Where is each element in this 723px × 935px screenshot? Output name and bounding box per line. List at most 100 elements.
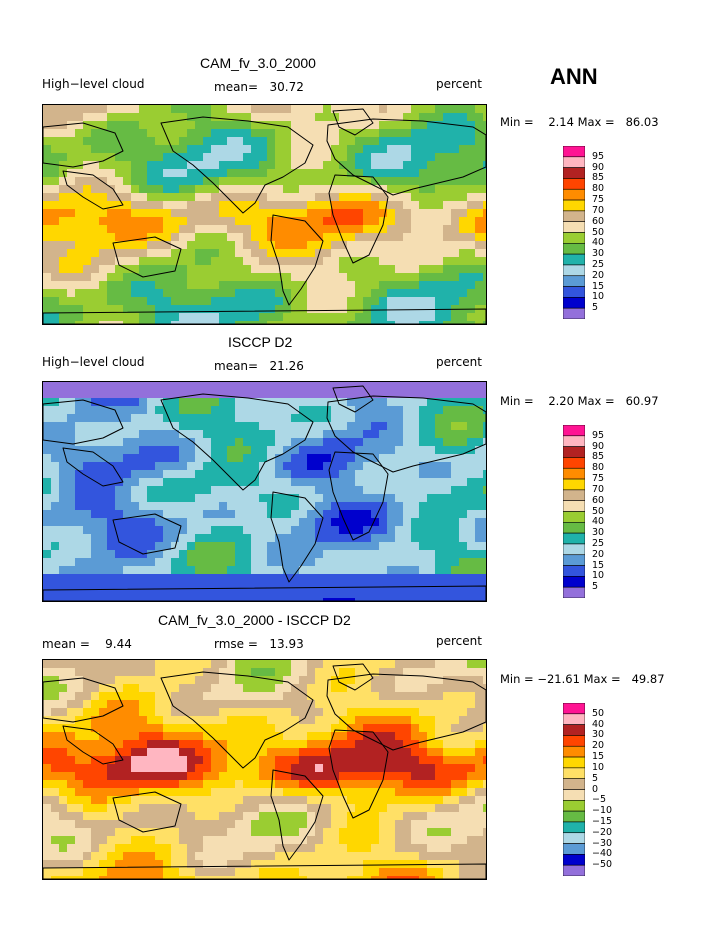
season-label: ANN: [550, 64, 598, 89]
colorbar-level-label: 15: [592, 751, 605, 763]
colorbar-level-label: 15: [592, 280, 605, 292]
colorbar-swatch: [562, 586, 586, 599]
colorbar-level-label: 5: [592, 302, 599, 314]
colorbar-swatch: [562, 199, 586, 212]
colorbar-swatch: [562, 864, 586, 877]
colorbar-swatch: [562, 489, 586, 501]
colorbar-level-label: 10: [592, 291, 605, 303]
colorbar-swatch: [562, 446, 586, 458]
colorbar-level-label: −30: [592, 837, 613, 849]
colorbar-swatch: [562, 745, 586, 758]
colorbar-level-label: 70: [592, 204, 605, 216]
panel-3-colorbar: [562, 702, 586, 880]
colorbar-swatch: [562, 424, 586, 437]
colorbar-level-label: 40: [592, 516, 605, 528]
colorbar-swatch: [562, 767, 586, 779]
colorbar-swatch: [562, 307, 586, 320]
colorbar-swatch: [562, 478, 586, 491]
colorbar-swatch: [562, 210, 586, 222]
panel-3-minmax: Min = −21.61 Max = 49.87: [500, 672, 665, 686]
colorbar-swatch: [562, 275, 586, 287]
colorbar-swatch: [562, 253, 586, 266]
colorbar-level-label: 40: [592, 237, 605, 249]
colorbar-level-label: 95: [592, 429, 605, 441]
colorbar-level-label: 5: [592, 772, 599, 784]
coastlines: [43, 663, 486, 879]
colorbar-swatch: [562, 145, 586, 158]
colorbar-swatch: [562, 243, 586, 255]
colorbar-swatch: [562, 543, 586, 556]
colorbar-swatch: [562, 457, 586, 469]
colorbar-swatch: [562, 702, 586, 715]
colorbar-swatch: [562, 576, 586, 588]
colorbar-level-label: −20: [592, 826, 613, 838]
colorbar-level-label: −5: [592, 794, 607, 806]
panel-2-minmax: Min = 2.20 Max = 60.97: [500, 394, 659, 408]
colorbar-swatch: [562, 713, 586, 725]
colorbar-swatch: [562, 167, 586, 179]
colorbar-level-label: 5: [592, 581, 599, 593]
colorbar-swatch: [562, 854, 586, 866]
colorbar-level-label: 95: [592, 150, 605, 162]
colorbar-swatch: [562, 735, 586, 747]
colorbar-swatch: [562, 188, 586, 201]
colorbar-level-label: 50: [592, 226, 605, 238]
colorbar-swatch: [562, 810, 586, 823]
colorbar-level-label: 50: [592, 505, 605, 517]
colorbar-swatch: [562, 467, 586, 480]
colorbar-swatch: [562, 532, 586, 545]
colorbar-swatch: [562, 156, 586, 168]
colorbar-swatch: [562, 800, 586, 812]
colorbar-swatch: [562, 232, 586, 244]
panel-1-map: [42, 104, 487, 325]
panel-3-map: [42, 659, 487, 880]
panel-3-center-label: rmse = 13.93: [214, 637, 304, 651]
colorbar-swatch: [562, 832, 586, 844]
colorbar-swatch: [562, 756, 586, 769]
colorbar-swatch: [562, 554, 586, 566]
colorbar-swatch: [562, 264, 586, 277]
colorbar-level-label: −40: [592, 848, 613, 860]
colorbar-level-label: 0: [592, 783, 599, 795]
panel-1-left-label: High−level cloud: [42, 77, 145, 91]
colorbar-level-label: 75: [592, 473, 605, 485]
panel-2-map: [42, 381, 487, 602]
colorbar-level-label: 85: [592, 172, 605, 184]
coastlines: [43, 385, 486, 601]
colorbar-swatch: [562, 843, 586, 855]
panel-1-right-label: percent: [436, 77, 482, 91]
colorbar-swatch: [562, 221, 586, 233]
colorbar-level-label: 25: [592, 537, 605, 549]
panel-2-colorbar: [562, 424, 586, 602]
colorbar-level-label: 10: [592, 570, 605, 582]
contour-field: [43, 382, 486, 601]
contour-field: [43, 105, 486, 324]
colorbar-level-label: 10: [592, 761, 605, 773]
colorbar-level-label: 60: [592, 494, 605, 506]
panel-2-title: ISCCP D2: [228, 334, 293, 350]
panel-3-left-label: mean = 9.44: [42, 637, 132, 651]
panel-3-right-label: percent: [436, 634, 482, 648]
colorbar-level-label: 90: [592, 440, 605, 452]
colorbar-level-label: 30: [592, 527, 605, 539]
colorbar-level-label: 70: [592, 483, 605, 495]
colorbar-level-label: 80: [592, 183, 605, 195]
colorbar-swatch: [562, 789, 586, 801]
coastlines: [43, 108, 486, 324]
colorbar-swatch: [562, 565, 586, 577]
colorbar-level-label: 50: [592, 707, 605, 719]
colorbar-level-label: 20: [592, 548, 605, 560]
colorbar-level-label: 25: [592, 258, 605, 270]
colorbar-level-label: 20: [592, 269, 605, 281]
colorbar-level-label: 80: [592, 462, 605, 474]
colorbar-swatch: [562, 297, 586, 309]
colorbar-level-label: 15: [592, 559, 605, 571]
colorbar-swatch: [562, 178, 586, 190]
panel-1-colorbar: [562, 145, 586, 323]
panel-1-center-label: mean= 30.72: [214, 80, 304, 94]
colorbar-swatch: [562, 286, 586, 298]
contour-field: [43, 660, 486, 879]
panel-1-minmax: Min = 2.14 Max = 86.03: [500, 115, 659, 129]
colorbar-level-label: 85: [592, 451, 605, 463]
colorbar-level-label: 40: [592, 718, 605, 730]
